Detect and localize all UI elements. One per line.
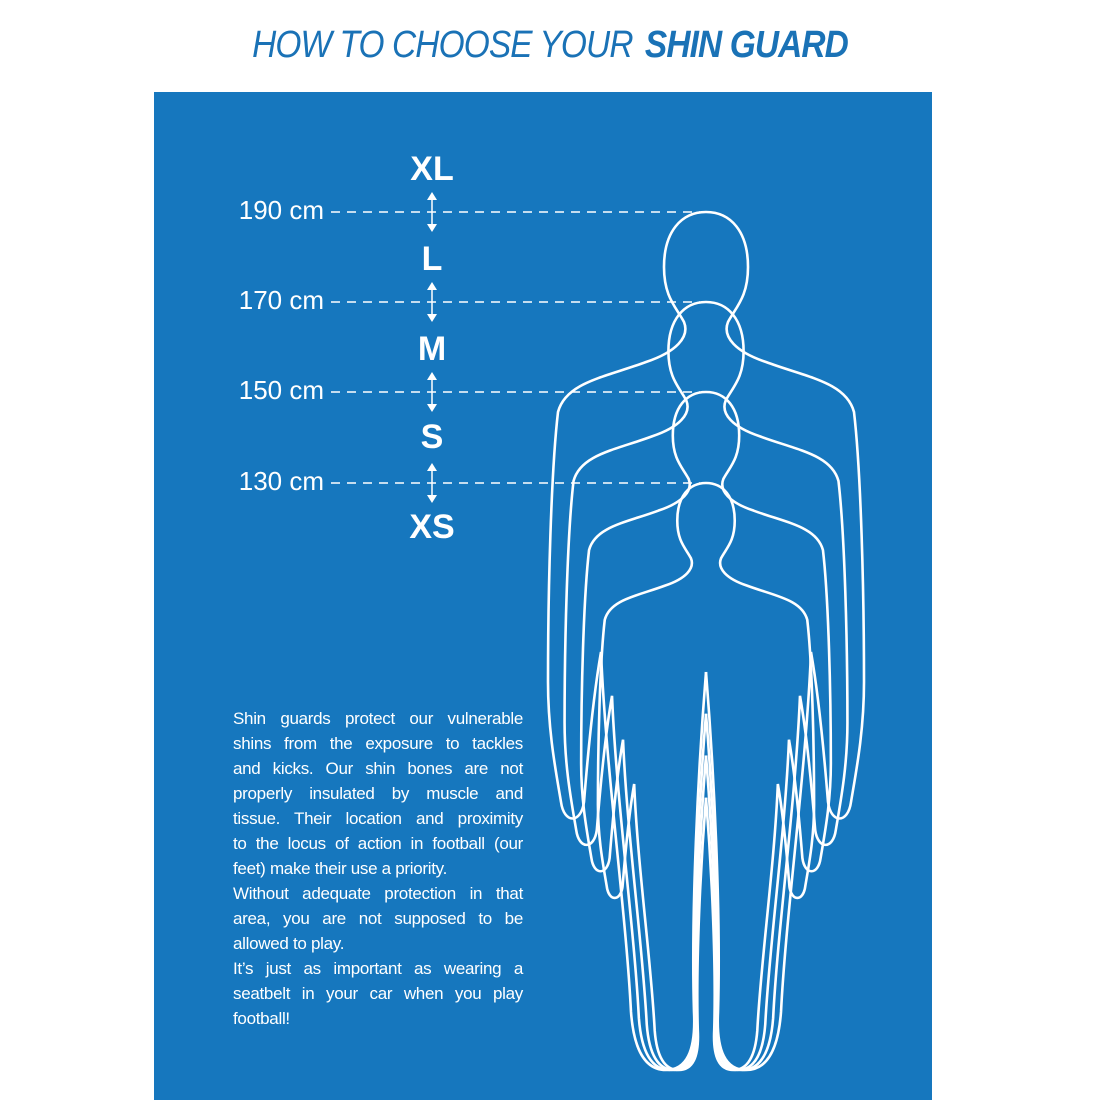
description-line: seatbelt in your car when you play bbox=[233, 984, 523, 1003]
description-text: Shin guards protect our vulnerable shins … bbox=[233, 706, 523, 1031]
silhouette-right bbox=[704, 481, 816, 1072]
silhouette-right bbox=[704, 300, 849, 1072]
silhouette-left bbox=[546, 210, 708, 1072]
title-light: HOW TO CHOOSE YOUR bbox=[252, 24, 633, 66]
height-label-130: 130 cm bbox=[238, 466, 324, 496]
silhouette-left bbox=[563, 300, 708, 1072]
description-line: It’s just as important as wearing a bbox=[233, 959, 523, 978]
description-line: football! bbox=[233, 1009, 290, 1028]
size-m: M bbox=[417, 330, 447, 368]
description-line: feet) make their use a priority. bbox=[233, 859, 448, 878]
silhouette-left bbox=[596, 481, 708, 1072]
description-line: shins from the exposure to tackles bbox=[233, 734, 523, 753]
body-silhouettes bbox=[546, 210, 866, 1072]
size-arrows bbox=[427, 192, 437, 503]
height-label-150: 150 cm bbox=[238, 375, 324, 405]
height-guides bbox=[331, 211, 700, 484]
description-line: to the locus of action in football (our bbox=[233, 834, 523, 853]
description-line: and kicks. Our shin bones are not bbox=[233, 759, 523, 778]
body-silhouette bbox=[596, 481, 816, 1072]
description-line: allowed to play. bbox=[233, 934, 345, 953]
size-xs: XS bbox=[409, 508, 455, 546]
description-line: tissue. Their location and proximity bbox=[233, 809, 523, 828]
description-line: properly insulated by muscle and bbox=[233, 784, 523, 803]
size-s: S bbox=[420, 418, 444, 456]
silhouette-right bbox=[704, 210, 866, 1072]
body-silhouette bbox=[579, 390, 833, 1072]
size-xl: XL bbox=[410, 150, 454, 188]
description-line: Shin guards protect our vulnerable bbox=[233, 709, 523, 728]
height-label-170: 170 cm bbox=[238, 285, 324, 315]
arrowhead-icon bbox=[427, 463, 437, 503]
title-bold: SHIN GUARD bbox=[644, 24, 849, 66]
height-label-190: 190 cm bbox=[238, 195, 324, 225]
page-title: HOW TO CHOOSE YOUR SHIN GUARD bbox=[66, 24, 1034, 67]
arrowhead-icon bbox=[427, 282, 437, 322]
description-line: Without adequate protection in that bbox=[233, 884, 523, 903]
body-silhouette bbox=[546, 210, 866, 1072]
description-line: area, you are not supposed to be bbox=[233, 909, 523, 928]
arrowhead-icon bbox=[427, 192, 437, 232]
size-l: L bbox=[421, 240, 443, 278]
arrowhead-icon bbox=[427, 372, 437, 412]
size-chart-panel bbox=[154, 92, 932, 1100]
